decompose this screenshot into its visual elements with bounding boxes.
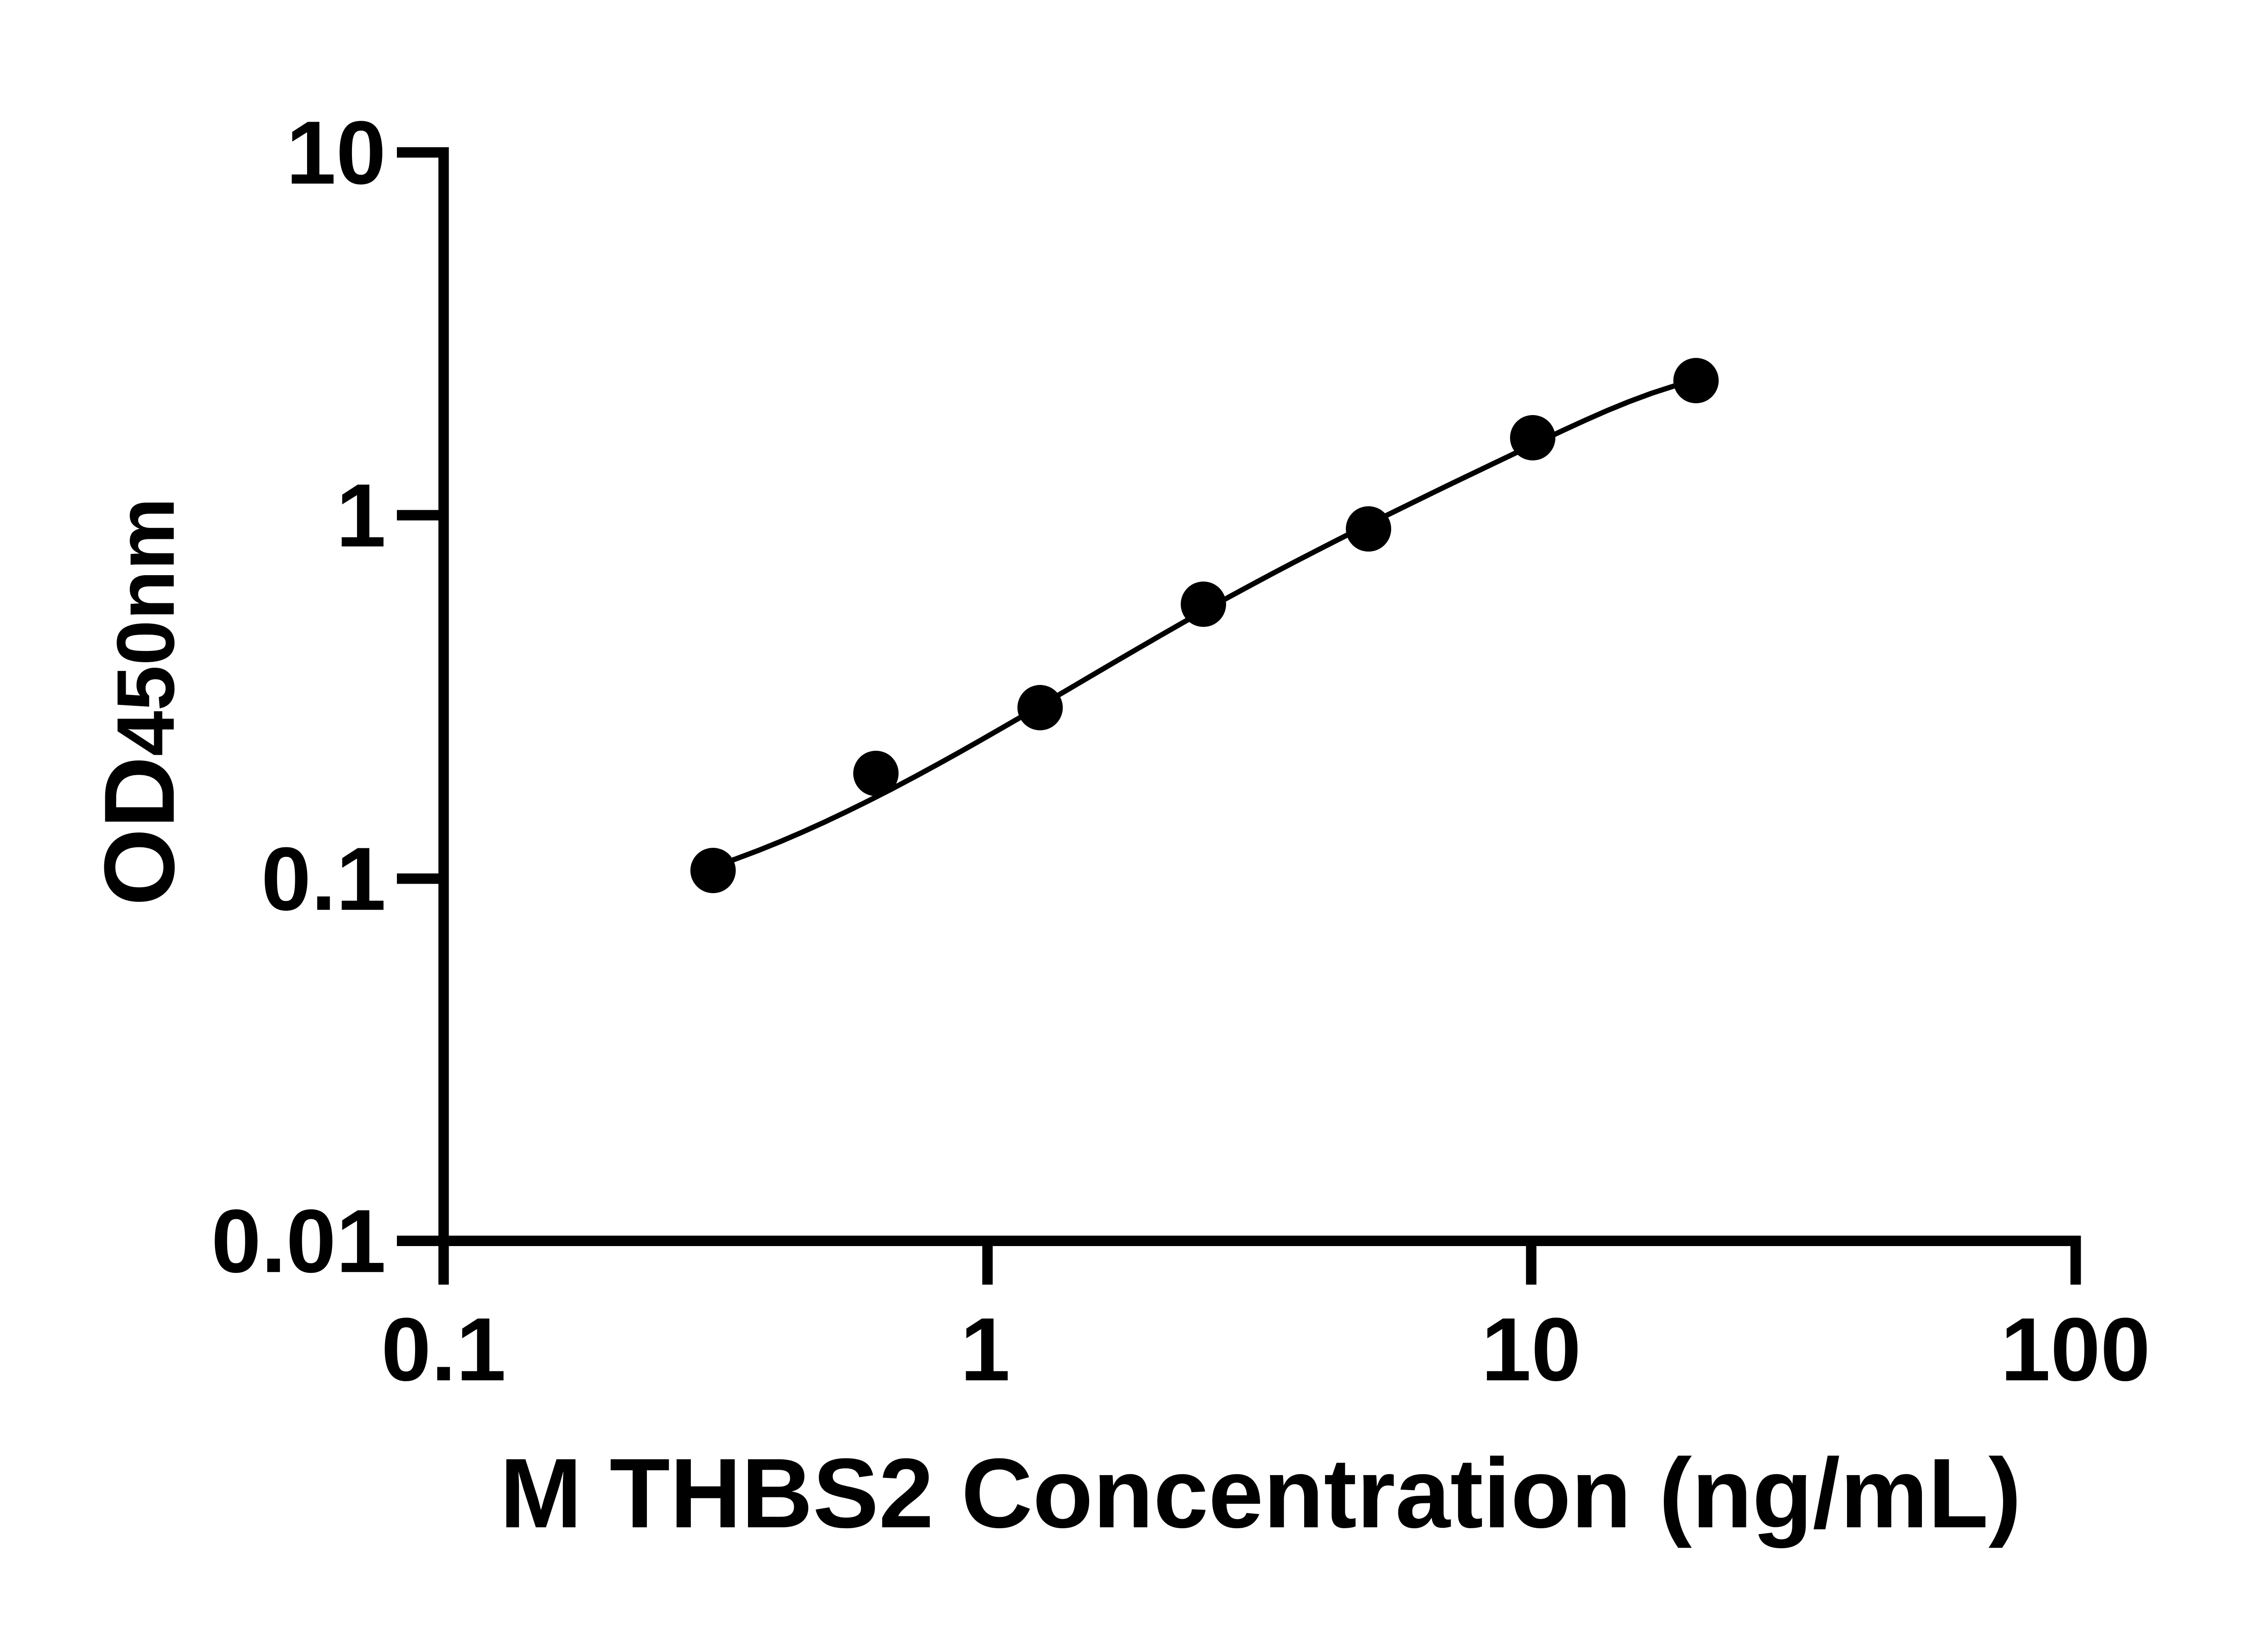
svg-text:1: 1 [960, 1299, 1010, 1399]
svg-text:10: 10 [286, 103, 386, 203]
svg-text:0.1: 0.1 [381, 1299, 506, 1399]
svg-text:1: 1 [336, 465, 386, 566]
svg-text:M THBS2 Concentration (ng/mL): M THBS2 Concentration (ng/mL) [500, 1438, 2022, 1549]
svg-text:100: 100 [2000, 1299, 2150, 1399]
svg-text:0.1: 0.1 [261, 829, 386, 929]
svg-text:10: 10 [1481, 1299, 1581, 1399]
svg-text:0.01: 0.01 [211, 1191, 386, 1291]
svg-text:OD450nm: OD450nm [83, 498, 195, 906]
